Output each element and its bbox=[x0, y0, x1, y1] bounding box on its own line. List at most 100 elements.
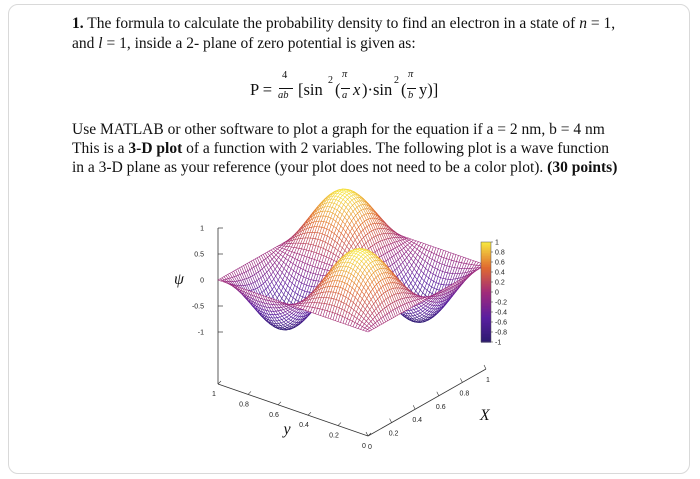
colorbar-swatch bbox=[481, 307, 491, 310]
n-value: = 1, bbox=[586, 15, 616, 32]
l-symbol: l bbox=[98, 35, 103, 52]
colorbar-swatch bbox=[481, 263, 491, 267]
z-tick-label: -0.5 bbox=[192, 304, 204, 311]
colorbar-swatch bbox=[481, 248, 491, 251]
y-tick-mark bbox=[247, 391, 252, 395]
y-tick-label: 0.6 bbox=[269, 412, 279, 419]
colorbar-swatch bbox=[481, 315, 491, 318]
colorbar-swatch bbox=[481, 277, 491, 281]
tick-labels: 1 0.5 0 -0.5 -1 0 0.2 0.4 0.6 0.8 1 0 0.2 0.4 0.6 0.8 1 bbox=[192, 226, 490, 452]
z-axis-label: ψ bbox=[174, 271, 185, 288]
x-tick-mark bbox=[365, 431, 369, 437]
y-axis-label: y bbox=[281, 421, 291, 438]
y-axis-line bbox=[217, 383, 369, 437]
colorbar-swatch bbox=[481, 287, 491, 290]
colorbar-swatch bbox=[481, 292, 491, 295]
colorbar-swatch bbox=[481, 252, 491, 256]
colorbar-tick-label: -0.4 bbox=[495, 309, 507, 316]
colorbar-swatch bbox=[481, 246, 491, 249]
pi-b-fraction-bar bbox=[407, 88, 416, 89]
colorbar-swatch bbox=[481, 340, 491, 343]
colorbar-swatch bbox=[481, 337, 491, 340]
colorbar-tick-label: 0.2 bbox=[495, 279, 505, 286]
colorbar-swatch bbox=[481, 310, 491, 313]
z-tick-label: 1 bbox=[200, 226, 204, 233]
x-tick-label: 0.8 bbox=[460, 390, 470, 397]
x-tick-label: 0.2 bbox=[389, 431, 399, 438]
colorbar-swatch bbox=[481, 295, 491, 298]
instruction-line-2: This is a 3-D plot of a function with 2 … bbox=[72, 140, 609, 158]
colorbar-swatch bbox=[481, 312, 491, 315]
x-tick-label: 0.6 bbox=[436, 404, 446, 411]
instr2-bold: 3-D plot bbox=[128, 140, 183, 157]
z-tick-label: 0 bbox=[200, 278, 204, 285]
colorbar-swatch bbox=[481, 245, 491, 248]
surface-mesh bbox=[217, 188, 487, 333]
colorbar-tick-label: -0.6 bbox=[495, 319, 507, 326]
colorbar-swatch bbox=[481, 326, 491, 329]
colorbar-swatch bbox=[481, 306, 491, 309]
colorbar-swatch bbox=[481, 273, 491, 276]
x-axis-label: X bbox=[479, 407, 491, 424]
colorbar-swatch bbox=[481, 334, 491, 337]
x-tick-mark bbox=[389, 418, 392, 423]
colorbar-tick-label: 0.8 bbox=[495, 249, 505, 256]
colorbar-swatch bbox=[481, 262, 491, 265]
colorbar-swatch bbox=[481, 323, 491, 326]
question-line-2: and l = 1, inside a 2- plane of zero pot… bbox=[72, 35, 416, 53]
colorbar-swatch bbox=[481, 327, 491, 331]
colorbar-swatch bbox=[481, 268, 491, 271]
y-tick-mark bbox=[307, 411, 312, 416]
x-axis-line bbox=[367, 368, 487, 437]
colorbar-swatch bbox=[481, 338, 491, 342]
pi-a-fraction-bar bbox=[341, 88, 350, 89]
colorbar-swatch bbox=[481, 299, 491, 302]
x-tick-label: 1 bbox=[486, 377, 490, 384]
colorbar-swatch bbox=[481, 335, 491, 338]
question-line-1: 1. The formula to calculate the probabil… bbox=[72, 15, 615, 33]
n-symbol: n bbox=[579, 15, 587, 32]
instruction-line-3: in a 3-D plane as your reference (your p… bbox=[72, 159, 617, 177]
colorbar-swatch bbox=[481, 281, 491, 284]
colorbar-swatch bbox=[481, 290, 491, 293]
colorbar-tick-label: 0.6 bbox=[495, 259, 505, 266]
colorbar-swatch bbox=[481, 317, 491, 320]
colorbar-swatch bbox=[481, 271, 491, 274]
colorbar-tick-label: -0.8 bbox=[495, 329, 507, 336]
colorbar-swatch bbox=[481, 256, 491, 259]
colorbar-tick-label: 0.4 bbox=[495, 269, 505, 276]
colorbar-swatch bbox=[481, 320, 491, 323]
colorbar-swatch bbox=[481, 243, 491, 246]
pi-2: π bbox=[408, 69, 414, 80]
denominator-a: a bbox=[342, 90, 348, 101]
colorbar-swatch bbox=[481, 267, 491, 270]
colorbar-swatch bbox=[481, 242, 491, 245]
colorbar-swatch bbox=[481, 259, 491, 262]
paren-2: ( bbox=[401, 80, 407, 99]
colorbar-swatch bbox=[481, 265, 491, 268]
square-2: 2 bbox=[394, 75, 399, 86]
instr2-start: This is a bbox=[72, 140, 129, 157]
instruction-line-1: Use MATLAB or other software to plot a g… bbox=[72, 121, 605, 138]
colorbar-swatch bbox=[481, 285, 491, 288]
colorbar-swatch bbox=[481, 313, 491, 317]
formula-lhs: P = bbox=[250, 80, 272, 99]
coef-fraction-bar bbox=[279, 88, 293, 89]
colorbar-swatch bbox=[481, 276, 491, 279]
question-number: 1. bbox=[72, 15, 84, 32]
z-tick-label: 0.5 bbox=[194, 252, 204, 259]
colorbar-swatch bbox=[481, 284, 491, 287]
x-tick-mark bbox=[412, 405, 416, 410]
coef-denominator: ab bbox=[278, 90, 289, 101]
colorbar-swatch bbox=[481, 309, 491, 312]
colorbar-tick-label: 0 bbox=[495, 289, 499, 296]
instr2-end: of a function with 2 variables. The foll… bbox=[182, 140, 609, 157]
colorbar-swatch bbox=[481, 318, 491, 321]
colorbar-swatch bbox=[481, 288, 491, 292]
colorbar-swatch bbox=[481, 257, 491, 260]
colorbar-swatch bbox=[481, 296, 491, 299]
colorbar-swatch bbox=[481, 254, 491, 257]
instr3-text: in a 3-D plane as your reference (your p… bbox=[72, 159, 544, 176]
formula-open: [sin bbox=[298, 80, 323, 99]
pi-1: π bbox=[342, 69, 348, 80]
